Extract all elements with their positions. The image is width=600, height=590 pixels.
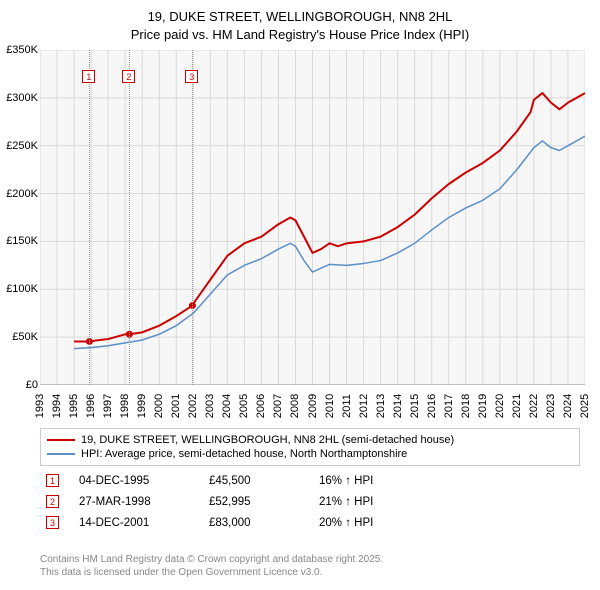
legend-swatch [47, 439, 75, 441]
marker-guide-line [89, 50, 90, 385]
legend: 19, DUKE STREET, WELLINGBOROUGH, NN8 2HL… [40, 428, 580, 466]
x-tick-label: 2023 [545, 394, 557, 418]
marker-guide-line [129, 50, 130, 385]
x-tick-label: 2016 [426, 394, 438, 418]
footer-line-1: Contains HM Land Registry data © Crown c… [40, 553, 383, 566]
x-tick-label: 2019 [477, 394, 489, 418]
x-tick-label: 2000 [153, 394, 165, 418]
chart-area: £0£50K£100K£150K£200K£250K£300K£350K 199… [40, 50, 585, 385]
transaction-date: 04-DEC-1995 [79, 475, 189, 487]
x-tick-label: 2010 [324, 394, 336, 418]
chart-marker-badge: 1 [82, 70, 95, 83]
y-tick-label: £0 [0, 379, 38, 391]
y-tick-label: £200K [0, 188, 38, 200]
x-tick-label: 1999 [136, 394, 148, 418]
x-tick-label: 2014 [392, 394, 404, 418]
y-tick-label: £250K [0, 140, 38, 152]
y-tick-label: £100K [0, 283, 38, 295]
x-tick-label: 2004 [221, 394, 233, 418]
transaction-pct: 16% ↑ HPI [319, 475, 419, 487]
chart-plot [40, 50, 585, 385]
chart-marker-badge: 2 [122, 70, 135, 83]
chart-marker-badge: 3 [185, 70, 198, 83]
x-tick-label: 2021 [511, 394, 523, 418]
legend-item: HPI: Average price, semi-detached house,… [47, 447, 573, 461]
y-axis: £0£50K£100K£150K£200K£250K£300K£350K [0, 50, 38, 385]
legend-swatch [47, 453, 75, 455]
x-tick-label: 2008 [289, 394, 301, 418]
table-row: 3 14-DEC-2001 £83,000 20% ↑ HPI [40, 512, 580, 533]
x-tick-label: 2003 [204, 394, 216, 418]
legend-label: 19, DUKE STREET, WELLINGBOROUGH, NN8 2HL… [81, 434, 454, 446]
x-axis: 1993199419951996199719981999200020012002… [40, 388, 585, 428]
x-tick-label: 2020 [494, 394, 506, 418]
transaction-price: £83,000 [209, 517, 299, 529]
transactions-table: 1 04-DEC-1995 £45,500 16% ↑ HPI 2 27-MAR… [40, 470, 580, 533]
x-tick-label: 2025 [579, 394, 591, 418]
transaction-price: £52,995 [209, 496, 299, 508]
footer-line-2: This data is licensed under the Open Gov… [40, 566, 383, 579]
marker-guide-line [192, 50, 193, 385]
chart-container: 19, DUKE STREET, WELLINGBOROUGH, NN8 2HL… [0, 0, 600, 590]
title-line-1: 19, DUKE STREET, WELLINGBOROUGH, NN8 2HL [0, 8, 600, 26]
x-tick-label: 2024 [562, 394, 574, 418]
y-tick-label: £50K [0, 331, 38, 343]
transaction-date: 27-MAR-1998 [79, 496, 189, 508]
transaction-pct: 20% ↑ HPI [319, 517, 419, 529]
footer: Contains HM Land Registry data © Crown c… [40, 553, 383, 579]
transaction-date: 14-DEC-2001 [79, 517, 189, 529]
table-row: 1 04-DEC-1995 £45,500 16% ↑ HPI [40, 470, 580, 491]
legend-label: HPI: Average price, semi-detached house,… [81, 448, 407, 460]
title-line-2: Price paid vs. HM Land Registry's House … [0, 26, 600, 44]
x-tick-label: 2015 [409, 394, 421, 418]
x-tick-label: 1996 [85, 394, 97, 418]
x-tick-label: 1993 [34, 394, 46, 418]
x-tick-label: 2022 [528, 394, 540, 418]
y-tick-label: £150K [0, 235, 38, 247]
x-tick-label: 2017 [443, 394, 455, 418]
x-tick-label: 2007 [272, 394, 284, 418]
table-row: 2 27-MAR-1998 £52,995 21% ↑ HPI [40, 491, 580, 512]
title-block: 19, DUKE STREET, WELLINGBOROUGH, NN8 2HL… [0, 0, 600, 43]
legend-item: 19, DUKE STREET, WELLINGBOROUGH, NN8 2HL… [47, 433, 573, 447]
marker-badge: 2 [46, 495, 59, 508]
x-tick-label: 2011 [341, 394, 353, 418]
x-tick-label: 2012 [358, 394, 370, 418]
marker-badge: 1 [46, 474, 59, 487]
x-tick-label: 1995 [68, 394, 80, 418]
x-tick-label: 1997 [102, 394, 114, 418]
x-tick-label: 1998 [119, 394, 131, 418]
transaction-pct: 21% ↑ HPI [319, 496, 419, 508]
x-tick-label: 2006 [255, 394, 267, 418]
x-tick-label: 2002 [187, 394, 199, 418]
x-tick-label: 2013 [375, 394, 387, 418]
marker-badge: 3 [46, 516, 59, 529]
x-tick-label: 2005 [238, 394, 250, 418]
y-tick-label: £350K [0, 44, 38, 56]
transaction-price: £45,500 [209, 475, 299, 487]
y-tick-label: £300K [0, 92, 38, 104]
x-tick-label: 2009 [307, 394, 319, 418]
x-tick-label: 1994 [51, 394, 63, 418]
x-tick-label: 2018 [460, 394, 472, 418]
x-tick-label: 2001 [170, 394, 182, 418]
